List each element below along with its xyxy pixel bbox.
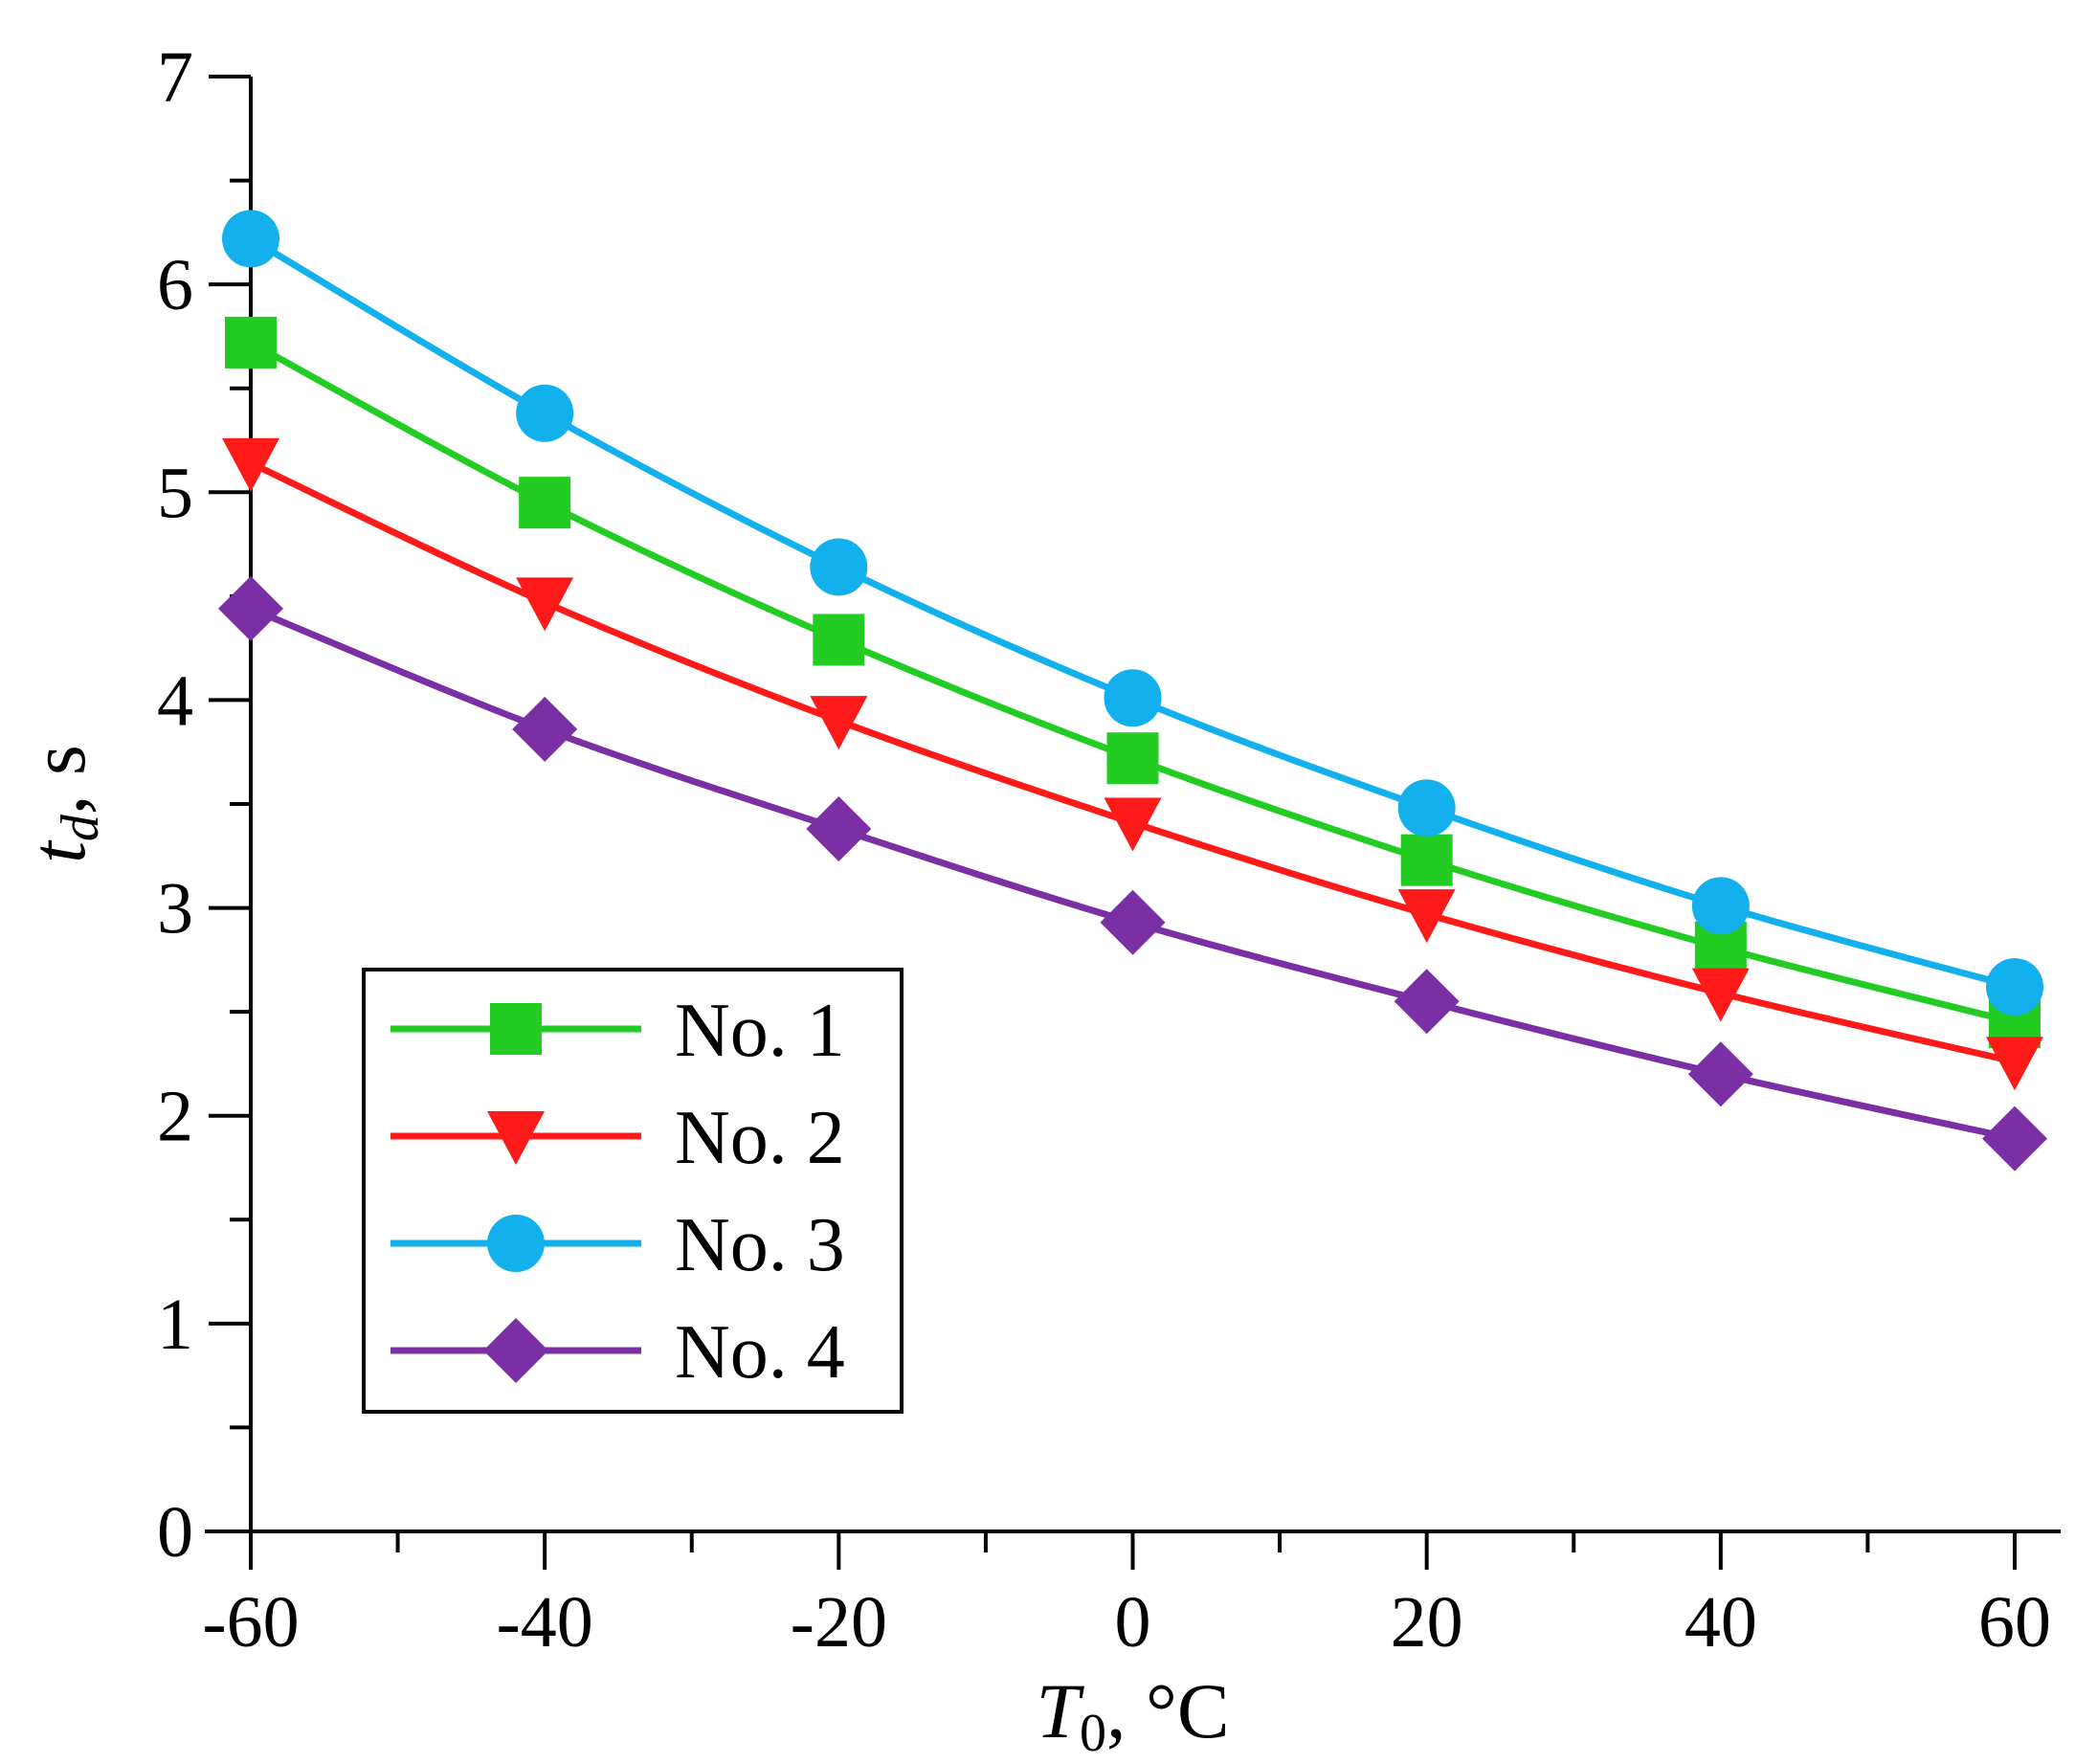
y-axis-label: td, s	[14, 745, 110, 863]
data-point-series-4	[1982, 1105, 2047, 1172]
y-tick-label: 4	[157, 660, 193, 741]
data-point-series-1	[225, 316, 277, 368]
data-point-series-2	[1986, 1037, 2043, 1091]
legend: No. 1 No. 2 No. 3 No. 4	[362, 968, 904, 1414]
legend-label-2: No. 2	[675, 1096, 845, 1180]
legend-marker-3	[487, 1215, 545, 1272]
series-markers	[218, 210, 2047, 1172]
data-point-series-3	[1691, 877, 1750, 935]
data-point-series-2	[222, 437, 279, 492]
data-point-series-4	[512, 696, 578, 762]
y-tick-label: 3	[157, 869, 193, 949]
axes: 0 1 2 3 4 5 6 7 -60 -40 -20 0 20 40 60 T0, °C td, s	[14, 37, 2061, 1763]
x-tick-label: -40	[497, 1582, 593, 1663]
data-point-series-2	[516, 577, 574, 632]
x-tick-label: 0	[1115, 1582, 1151, 1663]
y-tick-label: 2	[157, 1077, 193, 1157]
data-point-series-1	[813, 614, 865, 666]
y-tick-label: 0	[157, 1492, 193, 1573]
x-axis-label: T0, °C	[1036, 1667, 1229, 1763]
data-point-series-1	[519, 477, 571, 529]
data-point-series-3	[222, 210, 279, 268]
x-tick-label: 40	[1685, 1582, 1757, 1663]
data-point-series-2	[810, 696, 868, 750]
data-point-series-2	[1397, 889, 1456, 944]
data-point-series-3	[516, 384, 574, 442]
data-point-series-3	[810, 538, 868, 596]
legend-box	[362, 968, 904, 1414]
x-tick-label: -60	[202, 1582, 299, 1663]
legend-marker-1	[490, 1003, 542, 1055]
data-point-series-4	[1394, 969, 1460, 1035]
data-point-series-3	[1986, 958, 2043, 1016]
data-point-series-3	[1104, 669, 1162, 727]
data-point-series-1	[1400, 834, 1453, 886]
x-tick-label: 60	[1978, 1582, 2051, 1663]
data-point-series-4	[1687, 1041, 1753, 1107]
legend-label-1: No. 1	[675, 989, 845, 1073]
data-point-series-3	[1397, 779, 1456, 837]
legend-marker-4	[483, 1318, 548, 1383]
data-point-series-4	[1100, 889, 1166, 955]
x-tick-label: 20	[1391, 1582, 1463, 1663]
data-point-series-4	[218, 575, 283, 641]
data-point-series-4	[806, 796, 872, 862]
y-tick-label: 1	[157, 1284, 193, 1365]
data-point-series-2	[1104, 797, 1162, 852]
legend-marker-2	[487, 1111, 545, 1165]
x-tick-label: -20	[791, 1582, 887, 1663]
data-point-series-2	[1691, 968, 1750, 1022]
y-tick-label: 7	[157, 37, 193, 118]
y-tick-label: 5	[157, 453, 193, 533]
series-line-3	[249, 235, 2016, 991]
y-tick-label: 6	[157, 245, 193, 325]
data-point-series-1	[1106, 732, 1159, 785]
legend-label-4: No. 4	[675, 1310, 845, 1395]
legend-label-3: No. 3	[675, 1203, 845, 1287]
